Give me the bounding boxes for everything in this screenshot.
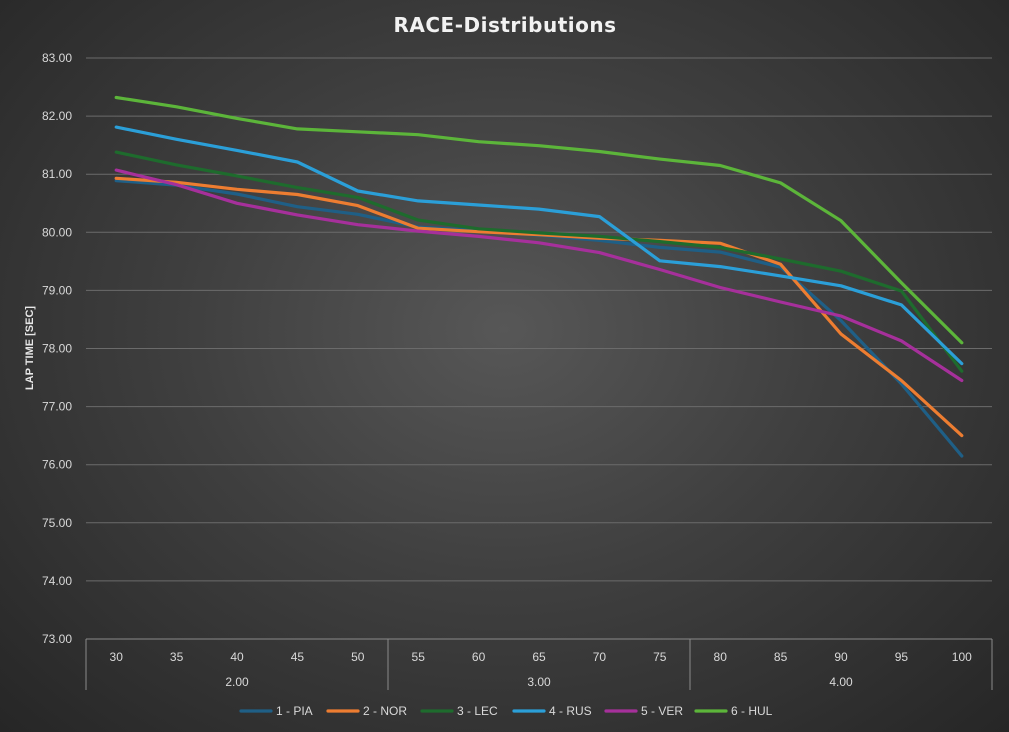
legend-label-3-lec: 3 - LEC (457, 704, 498, 718)
series-line-5-ver (114, 168, 964, 383)
x-group-label: 2.00 (225, 675, 249, 689)
x-tick-label: 100 (952, 650, 972, 664)
x-tick-label: 40 (230, 650, 244, 664)
y-tick-label: 82.00 (42, 109, 72, 123)
x-tick-label: 55 (412, 650, 426, 664)
y-tick-label: 76.00 (42, 458, 72, 472)
x-tick-label: 90 (834, 650, 848, 664)
x-tick-label: 60 (472, 650, 486, 664)
series-line-1-pia (114, 179, 964, 458)
y-tick-label: 83.00 (42, 51, 72, 65)
x-axis: 30 35 40 45 50 55 60 65 70 75 80 85 90 95 100 2.00 3.00 4… (85, 639, 993, 690)
y-tick-label: 75.00 (42, 516, 72, 530)
y-tick-label: 79.00 (42, 283, 72, 297)
x-tick-label: 65 (532, 650, 546, 664)
x-tick-label: 35 (170, 650, 184, 664)
x-tick-label: 85 (774, 650, 788, 664)
y-axis-title: LAP TIME [SEC] (24, 306, 36, 390)
y-tick-label: 81.00 (42, 167, 72, 181)
x-tick-label: 70 (593, 650, 607, 664)
x-tick-label: 45 (291, 650, 305, 664)
y-axis: 73.00 74.00 75.00 76.00 77.00 78.00 79.00 80.00… (42, 51, 72, 646)
series-lines (114, 95, 964, 458)
y-tick-label: 73.00 (42, 632, 72, 646)
x-group-label: 4.00 (829, 675, 853, 689)
series-line-6-hul (114, 95, 964, 345)
x-tick-label: 80 (714, 650, 728, 664)
x-tick-label: 75 (653, 650, 667, 664)
x-tick-label: 30 (110, 650, 124, 664)
x-tick-label: 95 (895, 650, 909, 664)
legend-label-5-ver: 5 - VER (641, 704, 683, 718)
y-tick-label: 77.00 (42, 400, 72, 414)
series-line-4-rus (114, 125, 964, 366)
chart-title: RACE-Distributions (393, 13, 616, 37)
gridlines (86, 57, 992, 640)
x-tick-label: 50 (351, 650, 365, 664)
legend: 1 - PIA 2 - NOR 3 - LEC 4 - RUS 5 - VER 6 - H… (239, 704, 773, 718)
x-group-label: 3.00 (527, 675, 551, 689)
series-line-3-lec (114, 150, 964, 373)
y-tick-label: 80.00 (42, 225, 72, 239)
legend-label-4-rus: 4 - RUS (549, 704, 592, 718)
legend-label-1-pia: 1 - PIA (276, 704, 313, 718)
y-tick-label: 78.00 (42, 342, 72, 356)
legend-label-2-nor: 2 - NOR (363, 704, 407, 718)
y-tick-label: 74.00 (42, 574, 72, 588)
legend-label-6-hul: 6 - HUL (731, 704, 773, 718)
